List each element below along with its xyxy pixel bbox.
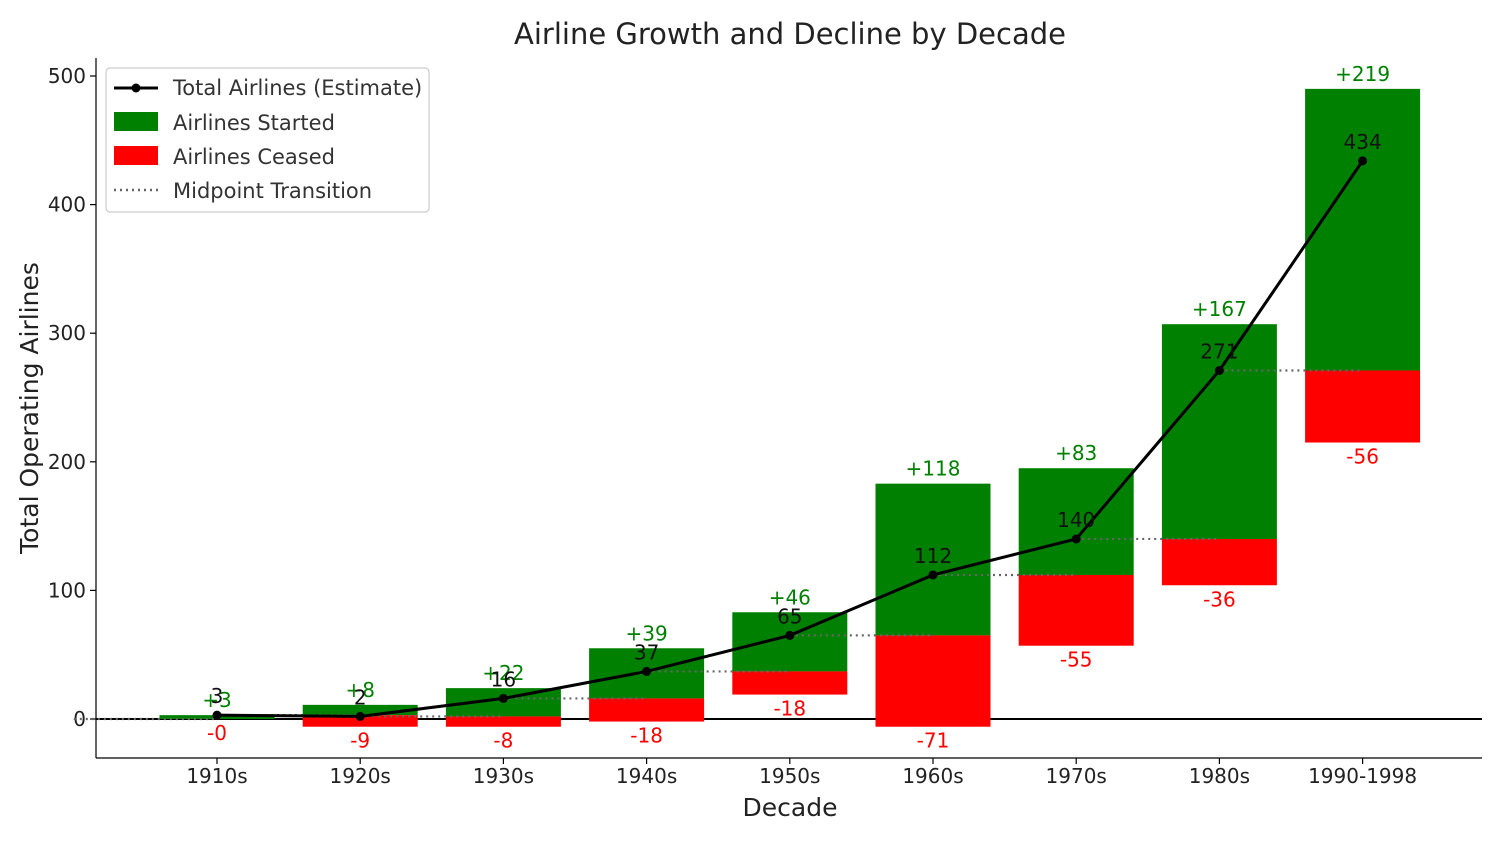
- legend-started-swatch: [114, 112, 158, 131]
- bar-started: [875, 483, 991, 636]
- total-value-label: 2: [354, 685, 367, 709]
- total-marker: [212, 710, 222, 720]
- x-tick-label: 1910s: [186, 764, 247, 788]
- bar-ceased: [445, 716, 561, 727]
- x-tick-label: 1940s: [616, 764, 677, 788]
- started-value-label: +39: [625, 621, 667, 645]
- y-tick-label: 300: [48, 321, 86, 345]
- total-marker: [928, 570, 938, 580]
- bar-ceased: [1161, 538, 1277, 586]
- y-tick-label: 400: [48, 193, 86, 217]
- legend: Total Airlines (Estimate) Airlines Start…: [105, 67, 430, 213]
- chart-title: Airline Growth and Decline by Decade: [514, 17, 1066, 51]
- total-value-label: 271: [1200, 339, 1238, 363]
- y-tick-label: 500: [48, 64, 86, 88]
- started-value-label: +219: [1335, 62, 1390, 86]
- legend-label-ceased: Airlines Ceased: [173, 145, 335, 169]
- total-line-group: [212, 156, 1368, 721]
- bar-ceased: [875, 635, 991, 727]
- y-axis-label: Total Operating Airlines: [15, 262, 44, 555]
- total-value-label: 140: [1057, 508, 1095, 532]
- started-value-label: +46: [769, 585, 811, 609]
- started-value-label: +3: [202, 688, 231, 712]
- started-value-label: +8: [345, 678, 374, 702]
- started-value-label: +83: [1055, 441, 1097, 465]
- legend-frame: [105, 67, 430, 213]
- bar-started: [302, 704, 418, 716]
- total-marker: [642, 666, 652, 676]
- ceased-value-label: -36: [1203, 587, 1236, 611]
- total-value-label: 3: [211, 684, 224, 708]
- y-tick-label: 100: [48, 578, 86, 602]
- total-marker: [785, 630, 795, 640]
- ceased-value-label: -55: [1060, 648, 1093, 672]
- legend-label-started: Airlines Started: [173, 111, 335, 135]
- bar-ceased: [1018, 574, 1134, 646]
- bar-ceased: [302, 715, 418, 727]
- total-marker: [498, 693, 508, 703]
- value-labels: +3 -0 3 +8 -9 2 +22 -8 16 +39 -18 37 +46 -18 65 +118 -71…: [202, 62, 1390, 753]
- x-tick-label: 1950s: [759, 764, 820, 788]
- bar-started: [1018, 468, 1134, 575]
- total-marker: [355, 711, 365, 721]
- bar-started: [732, 612, 848, 672]
- legend-label-total: Total Airlines (Estimate): [172, 76, 422, 100]
- bar-ceased: [589, 698, 705, 722]
- ceased-value-label: -18: [773, 697, 806, 721]
- ceased-value-label: -0: [207, 721, 227, 745]
- started-value-label: +118: [906, 457, 961, 481]
- x-axis-label: Decade: [743, 793, 838, 822]
- bar-ceased: [732, 671, 848, 695]
- total-value-label: 65: [777, 604, 802, 628]
- total-value-label: 112: [914, 544, 952, 568]
- ceased-value-label: -9: [350, 729, 370, 753]
- ceased-value-label: -56: [1346, 445, 1379, 469]
- bar-started: [1161, 324, 1277, 539]
- total-marker: [1214, 365, 1224, 375]
- x-tick-label: 1990-1998: [1308, 764, 1417, 788]
- legend-total-marker-icon: [131, 83, 141, 93]
- x-tick-label: 1980s: [1189, 764, 1250, 788]
- ceased-value-label: -8: [493, 729, 513, 753]
- legend-label-transition: Midpoint Transition: [173, 179, 372, 203]
- bars-group: [159, 88, 1421, 727]
- y-tick-label: 0: [73, 707, 86, 731]
- x-tick-label: 1930s: [473, 764, 534, 788]
- x-tick-label: 1920s: [330, 764, 391, 788]
- y-tick-label: 200: [48, 450, 86, 474]
- ceased-value-label: -71: [917, 729, 950, 753]
- total-value-label: 16: [491, 667, 516, 691]
- x-tick-label: 1970s: [1046, 764, 1107, 788]
- ceased-value-label: -18: [630, 724, 663, 748]
- total-marker: [1071, 534, 1081, 544]
- legend-ceased-swatch: [114, 146, 158, 165]
- x-tick-label: 1960s: [902, 764, 963, 788]
- total-value-label: 37: [634, 640, 659, 664]
- bar-started: [1305, 88, 1421, 371]
- total-marker: [1358, 156, 1368, 166]
- bar-ceased: [1305, 370, 1421, 443]
- started-value-label: +167: [1192, 297, 1247, 321]
- started-value-label: +22: [482, 661, 524, 685]
- total-value-label: 434: [1344, 130, 1382, 154]
